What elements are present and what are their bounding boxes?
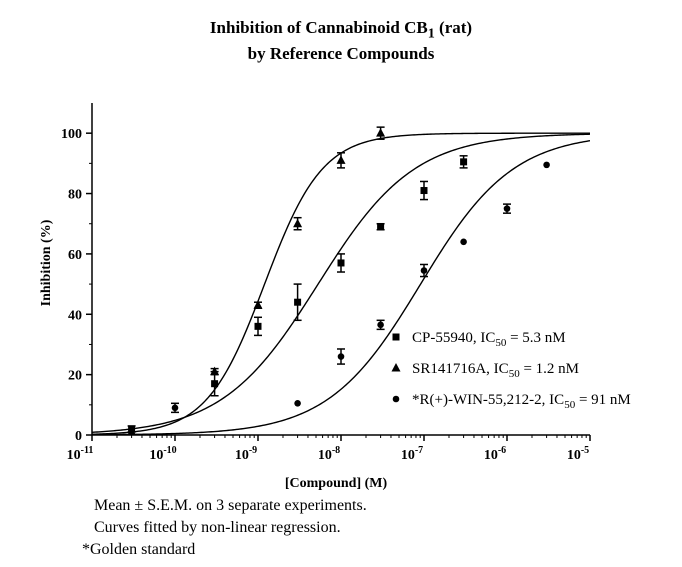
legend-marker-triangle [391,363,401,372]
y-tick-label: 80 [68,188,82,203]
footnote-curve-fit: Curves fitted by non-linear regression. [94,519,341,536]
x-tick-label: 10-6 [484,445,506,463]
chart-title-main: Inhibition of Cannabinoid CB [209,18,428,37]
y-axis-label: Inhibition (%) [39,219,54,306]
data-point-triangle [127,426,137,436]
data-point-circle [337,353,345,360]
data-point-triangle [336,155,346,164]
fit-curve-circle [92,140,590,435]
x-tick-label: 10-8 [318,445,340,463]
data-point-circle [543,161,550,169]
data-point-square [211,380,219,388]
data-point-square [294,298,302,306]
data-point-square [460,158,468,166]
data-point-circle [377,321,384,329]
legend-marker-circle [392,395,400,403]
x-tick-label: 10-10 [149,445,176,463]
data-point-triangle [293,218,303,228]
x-axis-label: [Compound] (M) [285,476,388,491]
data-point-square [420,187,428,195]
chart-title-tail: (rat) [434,18,473,37]
data-point-circle [294,400,301,407]
chart-title-subscript: 1 [427,25,435,42]
legend-label-circle: *R(+)-WIN-55,212-2, IC50 = 91 nM [412,392,631,411]
data-point-circle [460,238,467,246]
data-point-circle [503,205,511,212]
data-point-square [377,223,385,231]
y-tick-label: 60 [68,248,82,263]
legend-label-square: CP-55940, IC50 = 5.3 nM [412,330,566,349]
data-point-triangle [376,128,386,137]
x-tick-label: 10-11 [67,445,94,463]
data-point-square [254,322,262,330]
legend-label-triangle: SR141716A, IC50 = 1.2 nM [412,361,579,380]
chart-title-line1: Inhibition of Cannabinoid CB1 (rat) [0,18,682,42]
data-point-triangle [253,300,263,309]
data-point-circle [420,267,428,274]
y-tick-label: 40 [68,308,82,323]
y-tick-label: 20 [68,369,82,384]
fit-curve-square [92,133,590,433]
x-tick-label: 10-9 [235,445,257,463]
x-tick-label: 10-5 [567,445,589,463]
x-tick-label: 10-7 [401,445,423,463]
y-tick-label: 100 [61,127,82,142]
data-point-circle [171,404,179,412]
data-point-triangle [210,366,220,376]
legend-marker-square [392,333,400,341]
footnote-mean-sem: Mean ± S.E.M. on 3 separate experiments. [94,497,367,514]
chart-title-line2: by Reference Compounds [247,44,435,63]
data-point-square [337,259,345,267]
y-tick-label: 0 [75,429,82,444]
footnote-golden-standard: *Golden standard [82,541,196,558]
